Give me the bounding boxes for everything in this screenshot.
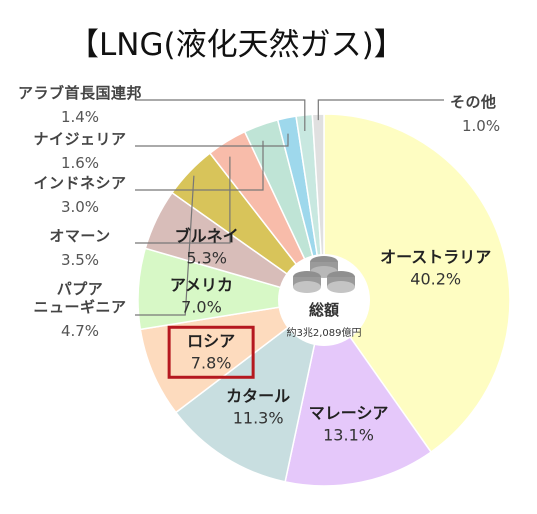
slice-value-label: 4.7% [61,322,99,340]
slice-name-label: ナイジェリア [33,130,126,148]
slice-name-label: オマーン [49,227,110,245]
leader-line-8 [135,140,264,191]
slice-name-label: アラブ首長国連邦 [18,84,142,102]
slice-value-label: 7.0% [181,297,222,316]
slice-name-label: オーストラリア [380,248,491,267]
slice-value-label: 3.0% [61,198,99,216]
slice-value-label: 1.4% [61,108,99,126]
slice-value-label: 40.2% [410,270,461,289]
slice-name-label: ロシア [187,331,235,350]
highlight-box [167,325,255,379]
slice-name-label: インドネシア [33,174,126,192]
leader-line-11 [317,99,444,121]
slice-value-label: 1.0% [462,117,500,135]
slice-name-label: ブルネイ [175,227,239,246]
pie-slice-0 [323,113,511,454]
coins-icon [293,256,355,293]
slice-name-label: アメリカ [170,275,233,294]
pie-slice-1 [284,298,433,487]
slice-name-label: ニューギニア [33,298,126,316]
slice-name-label: マレーシア [309,403,389,422]
slice-labels: オーストラリア 40.2% マレーシア 13.1% カタール 11.3% ロシア 7.8% アメ… [18,84,500,444]
slice-value-label: 3.5% [61,251,99,269]
leader-lines [135,99,444,316]
slice-value-label: 11.3% [233,409,284,428]
slice-value-label: 5.3% [186,249,227,268]
slice-value-label: 13.1% [323,425,374,444]
pie-slice-2 [174,298,326,483]
leader-line-7 [135,156,231,244]
slice-name-label: カタール [226,387,290,406]
slice-name-label: パプア [57,280,104,298]
center-sublabel: 約3兆2,089億円 [287,326,362,339]
slice-value-label: 1.6% [61,154,99,172]
leader-line-6 [135,175,195,316]
pie-center: 総額 約3兆2,089億円 [278,254,370,346]
leader-line-10 [135,99,306,131]
slice-name-label: その他 [450,93,497,111]
slice-value-label: 7.8% [191,353,232,372]
leader-line-9 [135,133,289,147]
chart-title: 【LNG(液化天然ガス)】 [68,27,405,63]
center-label: 総額 [309,301,339,319]
